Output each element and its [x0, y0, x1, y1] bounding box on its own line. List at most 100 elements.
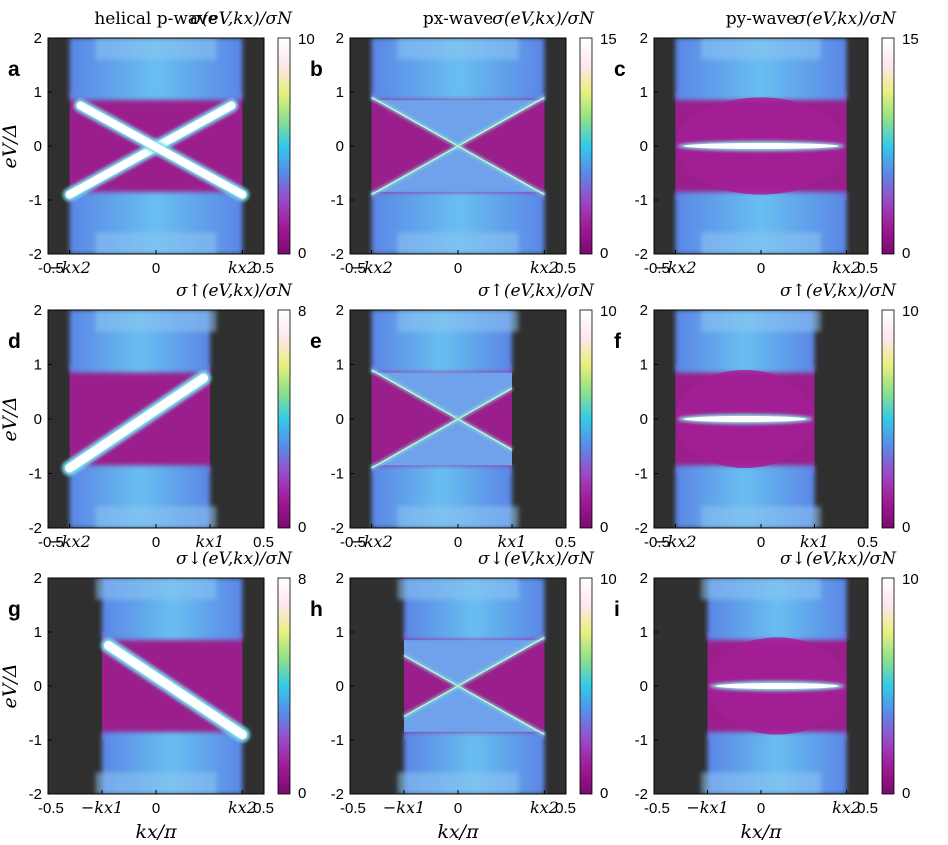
x-tick-label: kx2 — [530, 258, 559, 277]
x-tick-label: -0.5 — [340, 260, 366, 277]
x-tick-label: kx1 — [498, 532, 527, 551]
upper-cap — [95, 38, 217, 60]
x-tick-label: kx2 — [228, 258, 257, 277]
y-tick-label: 1 — [640, 624, 648, 641]
y-tick-label: 1 — [640, 84, 648, 101]
y-tick-label: 2 — [640, 570, 648, 587]
colorbar-max-label: 10 — [600, 303, 617, 320]
x-tick-label: 0.5 — [555, 260, 576, 277]
y-tick-label: 0 — [336, 411, 344, 428]
colorbar-min-label: 0 — [902, 785, 910, 802]
colorbar-max-label: 10 — [298, 31, 315, 48]
x-tick-label: -0.5 — [38, 800, 64, 817]
panel-letter: e — [310, 330, 322, 353]
x-tick-label: 0 — [152, 800, 160, 817]
upper-band-fill — [404, 637, 545, 686]
colorbar — [579, 577, 593, 795]
y-tick-label: -1 — [635, 466, 648, 483]
x-tick-label: −kx2 — [350, 258, 392, 277]
colorbar-max-label: 10 — [902, 571, 919, 588]
surface-state-core — [76, 101, 247, 199]
y-tick-label: -1 — [29, 192, 42, 209]
surface-state-core — [65, 373, 209, 473]
colorbar-min-label: 0 — [600, 519, 608, 536]
y-axis-label: eV/Δ — [0, 396, 21, 441]
x-tick-label: -0.5 — [340, 534, 366, 551]
x-tick-label: 0.5 — [857, 800, 878, 817]
x-tick-label: -0.5 — [644, 800, 670, 817]
panel-i: 210-1-2-0.5 −kx1 0 kx20.5i100σ↓(eV,kx)/σNkx… — [614, 549, 919, 843]
y-tick-label: -1 — [29, 732, 42, 749]
colorbar-max-label: 15 — [902, 31, 919, 48]
colorbar-min-label: 0 — [600, 245, 608, 262]
y-tick-label: 0 — [640, 411, 648, 428]
plot-area — [350, 38, 566, 254]
colorbar — [579, 37, 593, 255]
lower-cap — [701, 772, 821, 794]
colorbar — [579, 309, 593, 529]
y-tick-label: 2 — [640, 30, 648, 47]
colorbar-label: σ↓(eV,kx)/σN — [478, 549, 595, 569]
panel-title: helical p-wave — [94, 9, 217, 29]
panel-letter: d — [8, 330, 21, 353]
y-tick-label: 2 — [640, 302, 648, 319]
colorbar-max-label: 10 — [600, 571, 617, 588]
plot-area — [654, 578, 868, 794]
colorbar — [881, 37, 895, 255]
x-tick-label: kx2 — [832, 798, 861, 817]
x-tick-label: 0.5 — [253, 260, 274, 277]
colorbar — [881, 309, 895, 529]
upper-cap — [95, 578, 217, 600]
y-tick-label: 1 — [34, 357, 42, 374]
upper-cap — [701, 310, 821, 332]
y-tick-label: 2 — [336, 30, 344, 47]
y-tick-label: 1 — [34, 84, 42, 101]
x-tick-label: -0.5 — [340, 800, 366, 817]
x-tick-label: -0.5 — [38, 260, 64, 277]
upper-band-fill — [371, 97, 545, 146]
x-tick-label: 0 — [757, 260, 765, 277]
panel-letter: a — [8, 58, 20, 81]
panel-letter: h — [310, 598, 323, 621]
colorbar-min-label: 0 — [298, 519, 306, 536]
lower-cap — [95, 232, 217, 254]
lower-cap — [397, 232, 519, 254]
colorbar-label: σ↑(eV,kx)/σN — [780, 281, 897, 301]
band-edge-core — [457, 685, 545, 736]
panel-d: 2 1 0 -1 -2-0.5−kx2 0 kx1 0.5 d 8 0 σ↑(eV,kx)/σN eV/… — [0, 281, 306, 551]
band-edge-core — [403, 655, 459, 687]
x-tick-label: 0.5 — [253, 534, 274, 551]
x-tick-label: −kx1 — [383, 798, 425, 817]
y-tick-label: -1 — [331, 732, 344, 749]
band-edge-core — [457, 145, 545, 196]
panel-letter: b — [310, 58, 323, 81]
colorbar — [277, 309, 291, 529]
colorbar-min-label: 0 — [902, 519, 910, 536]
panel-letter: g — [8, 598, 21, 621]
y-tick-label: 1 — [336, 624, 344, 641]
upper-cap — [701, 578, 821, 600]
band-edge-core — [371, 145, 459, 196]
y-tick-label: -2 — [635, 246, 648, 263]
y-tick-label: -2 — [331, 786, 344, 803]
band-edge-core — [457, 387, 513, 420]
x-tick-label: kx1 — [800, 532, 829, 551]
y-tick-label: 1 — [34, 624, 42, 641]
band-edge-core — [457, 636, 545, 687]
y-tick-label: -1 — [331, 192, 344, 209]
y-tick-label: 0 — [34, 411, 42, 428]
y-tick-label: 2 — [34, 30, 42, 47]
upper-cap — [701, 38, 821, 60]
lower-cap — [95, 772, 217, 794]
x-tick-label: −kx2 — [654, 532, 696, 551]
plot-area — [654, 38, 868, 254]
colorbar-label: σ↑(eV,kx)/σN — [176, 281, 293, 301]
panel-letter: i — [614, 598, 620, 621]
colorbar-label: σ(eV,kx)/σN — [492, 9, 595, 29]
y-tick-label: 1 — [336, 84, 344, 101]
x-tick-label: 0 — [454, 260, 462, 277]
x-tick-label: 0.5 — [555, 534, 576, 551]
lower-band-fill — [404, 686, 545, 735]
panel-letter: f — [614, 330, 622, 353]
